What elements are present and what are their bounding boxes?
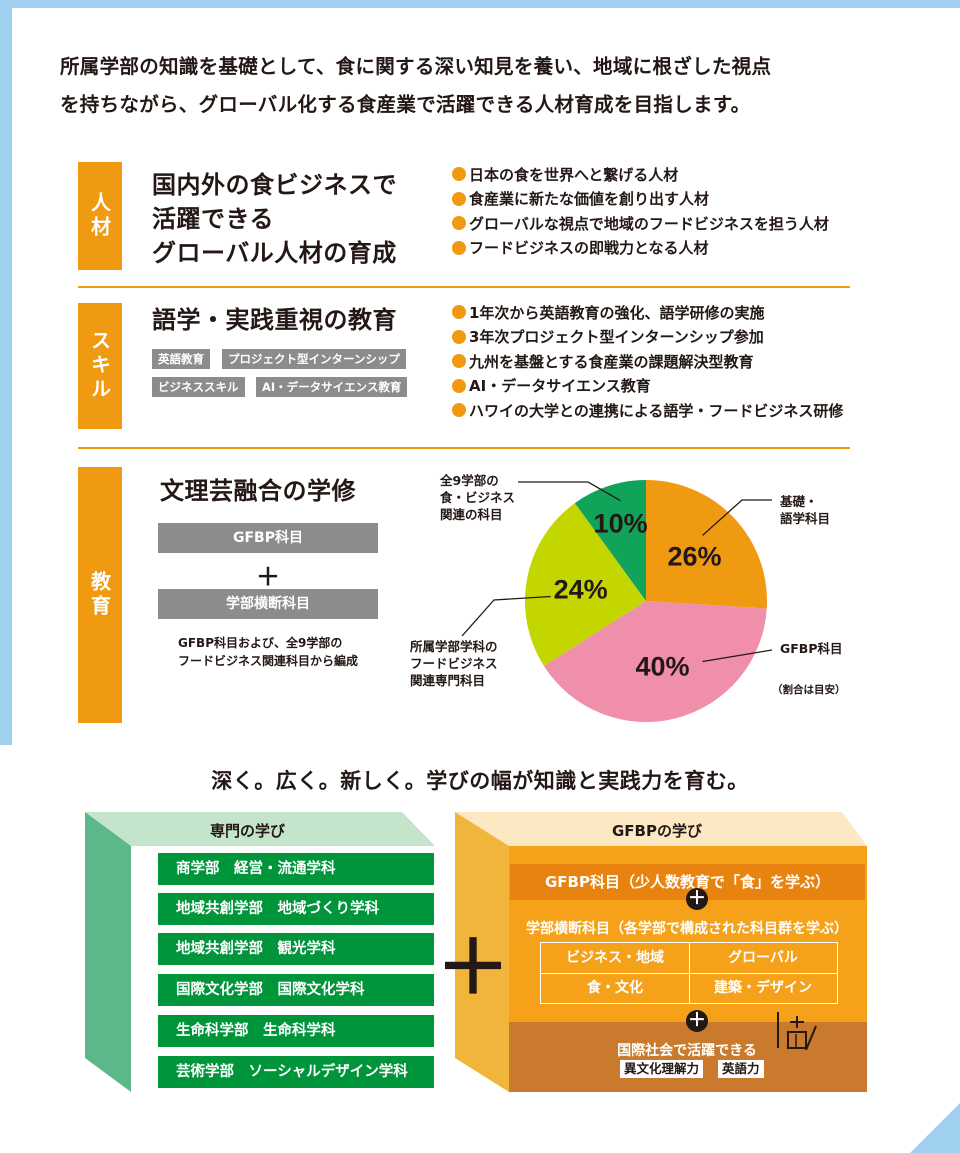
section-divider	[78, 286, 850, 288]
list-item: AI・データサイエンス教育	[452, 374, 843, 399]
curriculum-note: GFBP科目および、全9学部の フードビジネス関連科目から編成	[178, 634, 358, 670]
curriculum-note-line: GFBP科目および、全9学部の	[178, 636, 343, 650]
intro-line-2: を持ちながら、グローバル化する食産業で活躍できる人材育成を目指します。	[60, 93, 751, 116]
pie-label-zen9: 全9学部の 食・ビジネス 関連の科目	[440, 473, 516, 522]
jinzai-bullet-list: 日本の食を世界へと繋げる人材 食産業に新たな価値を創り出す人材 グローバルな視点…	[452, 162, 829, 260]
intro-text: 所属学部の知識を基礎として、食に関する深い知見を養い、地域に根ざした視点 を持ち…	[60, 48, 920, 124]
list-item: 九州を基盤とする食産業の課題解決型教育	[452, 349, 843, 374]
jinzai-heading-line-2: 活躍できる	[152, 205, 275, 233]
bullet-dot-icon	[452, 216, 466, 231]
list-item: 食産業に新たな価値を創り出す人材	[452, 187, 829, 212]
plus-circle-icon: ＋	[686, 888, 708, 910]
bullet-dot-icon	[452, 329, 466, 344]
faculty-row: 生命科学部 生命科学科	[158, 1015, 434, 1047]
intro-line-1: 所属学部の知識を基礎として、食に関する深い知見を養い、地域に根ざした視点	[60, 55, 772, 78]
pie-slice	[543, 601, 767, 722]
pie-label-gfbp: GFBP科目	[780, 641, 843, 656]
jinzai-heading-line-3: グローバル人材の育成	[152, 239, 397, 267]
plus-circle-icon: ＋	[686, 1010, 708, 1032]
cross-faculty-bar: 学部横断科目	[158, 589, 378, 619]
bullet-dot-icon	[452, 354, 466, 369]
gfbp-title: GFBPの学び	[612, 822, 702, 840]
subject-area-cell: ビジネス・地域	[566, 950, 664, 966]
tab-jinzai: 人材	[78, 162, 122, 270]
bullet-dot-icon	[452, 378, 466, 393]
pie-value-label: 24%	[554, 575, 608, 605]
pie-leader-line	[702, 649, 773, 663]
global-activity-text: 国際社会で活躍できる	[617, 1043, 757, 1059]
pie-slice	[574, 480, 646, 601]
subject-area-cell: 食・文化	[587, 980, 643, 996]
subject-area-cell: グローバル	[728, 950, 798, 966]
list-item: 3年次プロジェクト型インターンシップ参加	[452, 325, 843, 350]
bullet-dot-icon	[452, 167, 466, 182]
list-item: ハワイの大学との連携による語学・フードビジネス研修	[452, 398, 843, 423]
curriculum-note-line: フードビジネス関連科目から編成	[178, 654, 359, 668]
big-plus-icon: ＋	[436, 925, 510, 1011]
pie-label-shozoku: 所属学部学科の フードビジネス 関連専門科目	[410, 639, 498, 688]
pie-ratio-note: （割合は目安）	[772, 684, 846, 696]
podium-illustration-icon	[777, 1012, 817, 1051]
skill-badge: 英語力	[718, 1060, 764, 1078]
list-item: グローバルな視点で地域のフードビジネスを担う人材	[452, 211, 829, 236]
plus-icon: ＋	[256, 563, 280, 591]
pie-value-label: 26%	[667, 541, 721, 571]
faculty-row: 芸術学部 ソーシャルデザイン学科	[158, 1056, 434, 1088]
faculty-row: 国際文化学部 国際文化学科	[158, 974, 434, 1006]
cross-faculty-subheader: 学部横断科目（各学部で構成された科目群を学ぶ）	[526, 921, 848, 937]
bullet-dot-icon	[452, 240, 466, 255]
subject-area-grid: ビジネス・地域 グローバル 食・文化 建築・デザイン	[540, 942, 838, 1004]
pie-leader-line	[461, 595, 551, 637]
credit-ratio-pie-chart: 26% 40% 24% 10%	[461, 480, 773, 722]
skill-heading: 語学・実践重視の教育	[152, 306, 397, 334]
skill-bullet-list: 1年次から英語教育の強化、語学研修の実施 3年次プロジェクト型インターンシップ参…	[452, 300, 843, 423]
faculty-row: 地域共創学部 観光学科	[158, 933, 434, 965]
pie-value-label: 40%	[636, 651, 690, 681]
subject-area-cell: 建築・デザイン	[714, 980, 812, 996]
skill-badge: 異文化理解力	[620, 1060, 704, 1078]
tab-kyoiku: 教育	[78, 467, 122, 723]
pie-leader-line	[702, 499, 772, 536]
corner-decoration	[910, 1103, 960, 1153]
pie-slice	[646, 480, 767, 609]
section-divider	[78, 447, 850, 449]
kyoiku-heading: 文理芸融合の学修	[160, 477, 356, 505]
left-frame-bar	[0, 0, 12, 745]
bullet-dot-icon	[452, 403, 466, 418]
bullet-dot-icon	[452, 305, 466, 320]
faculty-row: 地域共創学部 地域づくり学科	[158, 893, 434, 925]
pie-leader-line	[518, 481, 621, 502]
jinzai-heading: 国内外の食ビジネスで 活躍できる グローバル人材の育成	[152, 168, 397, 270]
list-item: 1年次から英語教育の強化、語学研修の実施	[452, 300, 843, 325]
pie-value-label: 10%	[594, 509, 648, 539]
grid-divider	[541, 973, 837, 974]
top-frame-bar	[0, 0, 960, 8]
list-item: 日本の食を世界へと繋げる人材	[452, 162, 829, 187]
pie-label-kiso: 基礎・ 語学科目	[780, 494, 831, 526]
senmon-title: 専門の学び	[210, 822, 286, 840]
skill-tag: AI・データサイエンス教育	[256, 377, 408, 397]
list-item: フードビジネスの即戦力となる人材	[452, 236, 829, 261]
pie-slice	[525, 503, 646, 666]
learning-subheading: 深く。広く。新しく。学びの幅が知識と実践力を育む。	[211, 769, 749, 793]
jinzai-heading-line-1: 国内外の食ビジネスで	[152, 171, 397, 199]
tab-skill: スキル	[78, 303, 122, 429]
bullet-dot-icon	[452, 191, 466, 206]
skill-tag: プロジェクト型インターンシップ	[222, 349, 406, 369]
gfbp-subject-bar: GFBP科目	[158, 523, 378, 553]
skill-tag: 英語教育	[152, 349, 210, 369]
skill-tag: ビジネススキル	[152, 377, 245, 397]
faculty-row: 商学部 経営・流通学科	[158, 853, 434, 885]
